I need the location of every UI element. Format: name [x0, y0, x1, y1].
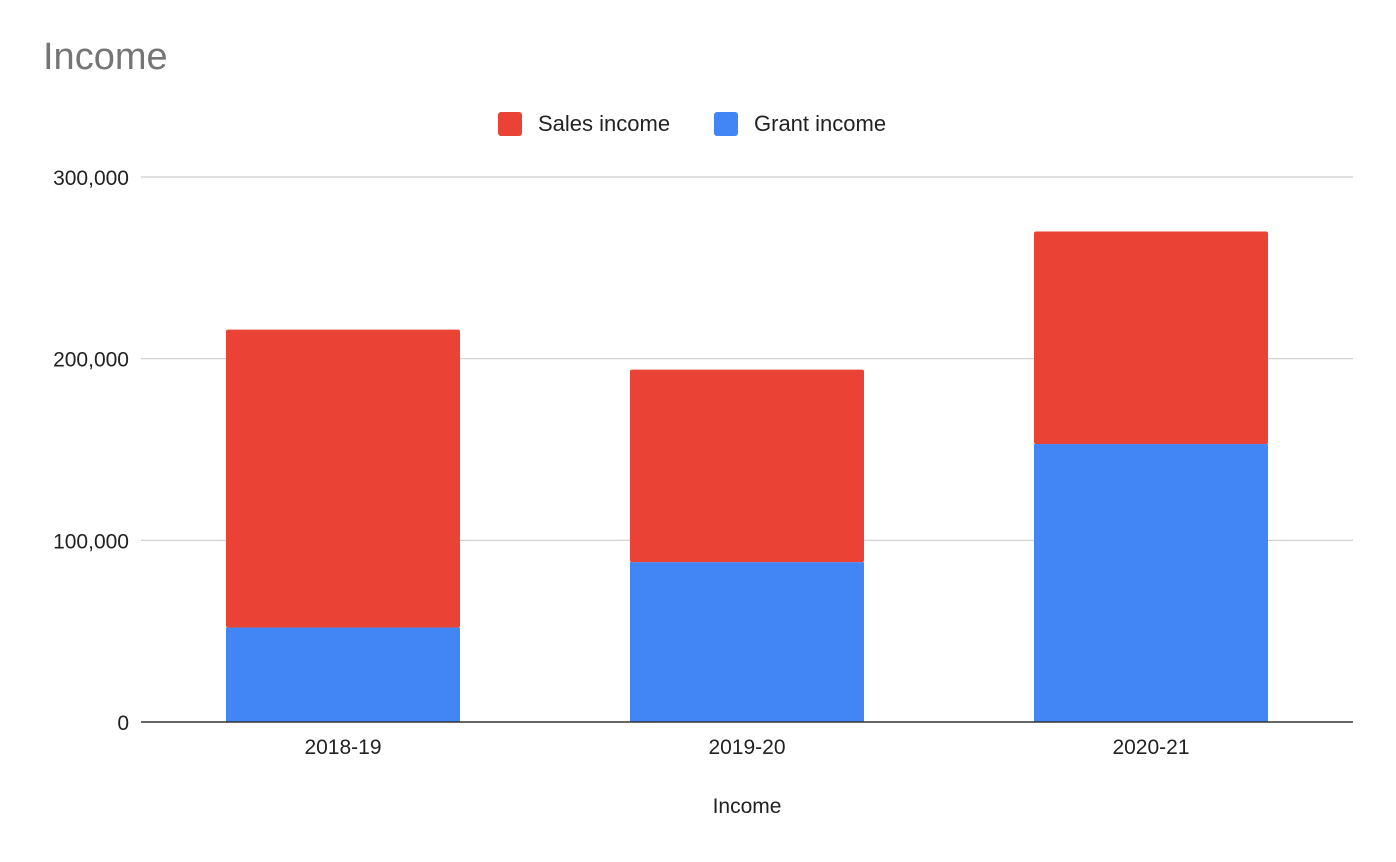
bar-sales-income[interactable] [226, 329, 460, 628]
legend-label: Grant income [754, 111, 886, 136]
y-tick-label: 200,000 [53, 349, 129, 372]
y-tick-label: 0 [117, 712, 129, 735]
legend-swatch [714, 112, 738, 136]
x-tick-label: 2018-19 [304, 736, 381, 759]
bar-sales-income[interactable] [1034, 231, 1268, 445]
bar-grant-income[interactable] [630, 562, 864, 722]
x-tick-label: 2020-21 [1112, 736, 1189, 759]
x-axis-title: Income [713, 795, 782, 818]
chart-title: Income [43, 36, 168, 78]
x-tick-label: 2019-20 [708, 736, 785, 759]
bar-sales-income[interactable] [630, 369, 864, 563]
legend-label: Sales income [538, 111, 670, 136]
y-tick-label: 300,000 [53, 167, 129, 190]
y-tick-label: 100,000 [53, 530, 129, 553]
legend-swatch [498, 112, 522, 136]
bar-grant-income[interactable] [226, 627, 460, 722]
bar-grant-income[interactable] [1034, 444, 1268, 722]
